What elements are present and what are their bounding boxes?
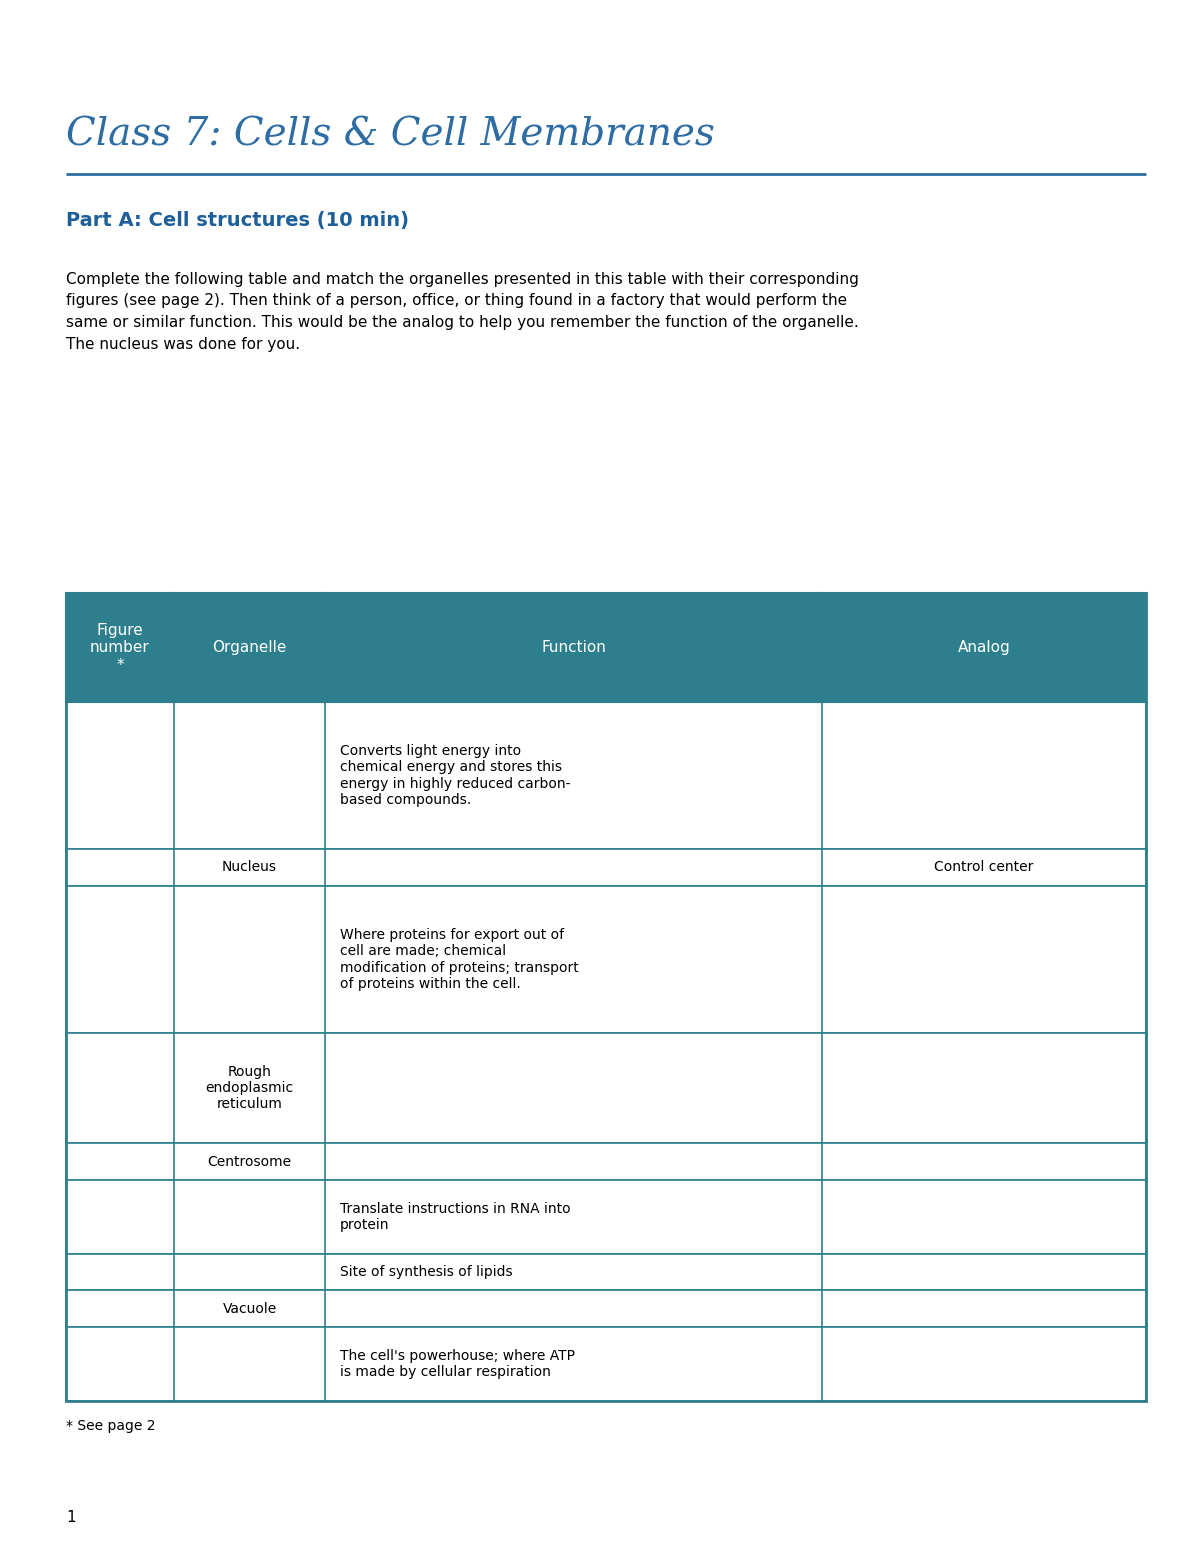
Bar	[66, 1291, 1146, 1328]
Bar	[66, 1180, 1146, 1253]
Text: Translate instructions in RNA into
protein: Translate instructions in RNA into prote…	[340, 1202, 570, 1232]
Bar	[66, 593, 1146, 702]
Text: Centrosome: Centrosome	[208, 1155, 292, 1169]
Bar	[66, 849, 1146, 885]
Text: 1: 1	[66, 1510, 76, 1525]
Text: * See page 2: * See page 2	[66, 1419, 156, 1433]
Bar	[66, 1033, 1146, 1143]
Text: The cell's powerhouse; where ATP
is made by cellular respiration: The cell's powerhouse; where ATP is made…	[340, 1350, 575, 1379]
Text: Site of synthesis of lipids: Site of synthesis of lipids	[340, 1266, 512, 1280]
Bar	[66, 885, 1146, 1033]
Text: Part A: Cell structures (10 min): Part A: Cell structures (10 min)	[66, 211, 409, 230]
Text: Nucleus: Nucleus	[222, 860, 277, 874]
Text: Analog: Analog	[958, 640, 1010, 655]
Text: Function: Function	[541, 640, 606, 655]
Bar	[66, 702, 1146, 849]
Text: Control center: Control center	[935, 860, 1033, 874]
Text: Complete the following table and match the organelles presented in this table wi: Complete the following table and match t…	[66, 272, 859, 351]
Bar	[66, 593, 1146, 1401]
Bar	[66, 1253, 1146, 1291]
Text: Converts light energy into
chemical energy and stores this
energy in highly redu: Converts light energy into chemical ener…	[340, 744, 570, 808]
Text: Where proteins for export out of
cell are made; chemical
modification of protein: Where proteins for export out of cell ar…	[340, 929, 578, 991]
Text: Organelle: Organelle	[212, 640, 287, 655]
Text: Class 7: Cells & Cell Membranes: Class 7: Cells & Cell Membranes	[66, 116, 715, 154]
Text: Vacuole: Vacuole	[222, 1301, 277, 1315]
Text: Rough
endoplasmic
reticulum: Rough endoplasmic reticulum	[205, 1065, 294, 1112]
Bar	[66, 1143, 1146, 1180]
Bar	[66, 1328, 1146, 1401]
Text: Figure
number
*: Figure number *	[90, 623, 150, 672]
